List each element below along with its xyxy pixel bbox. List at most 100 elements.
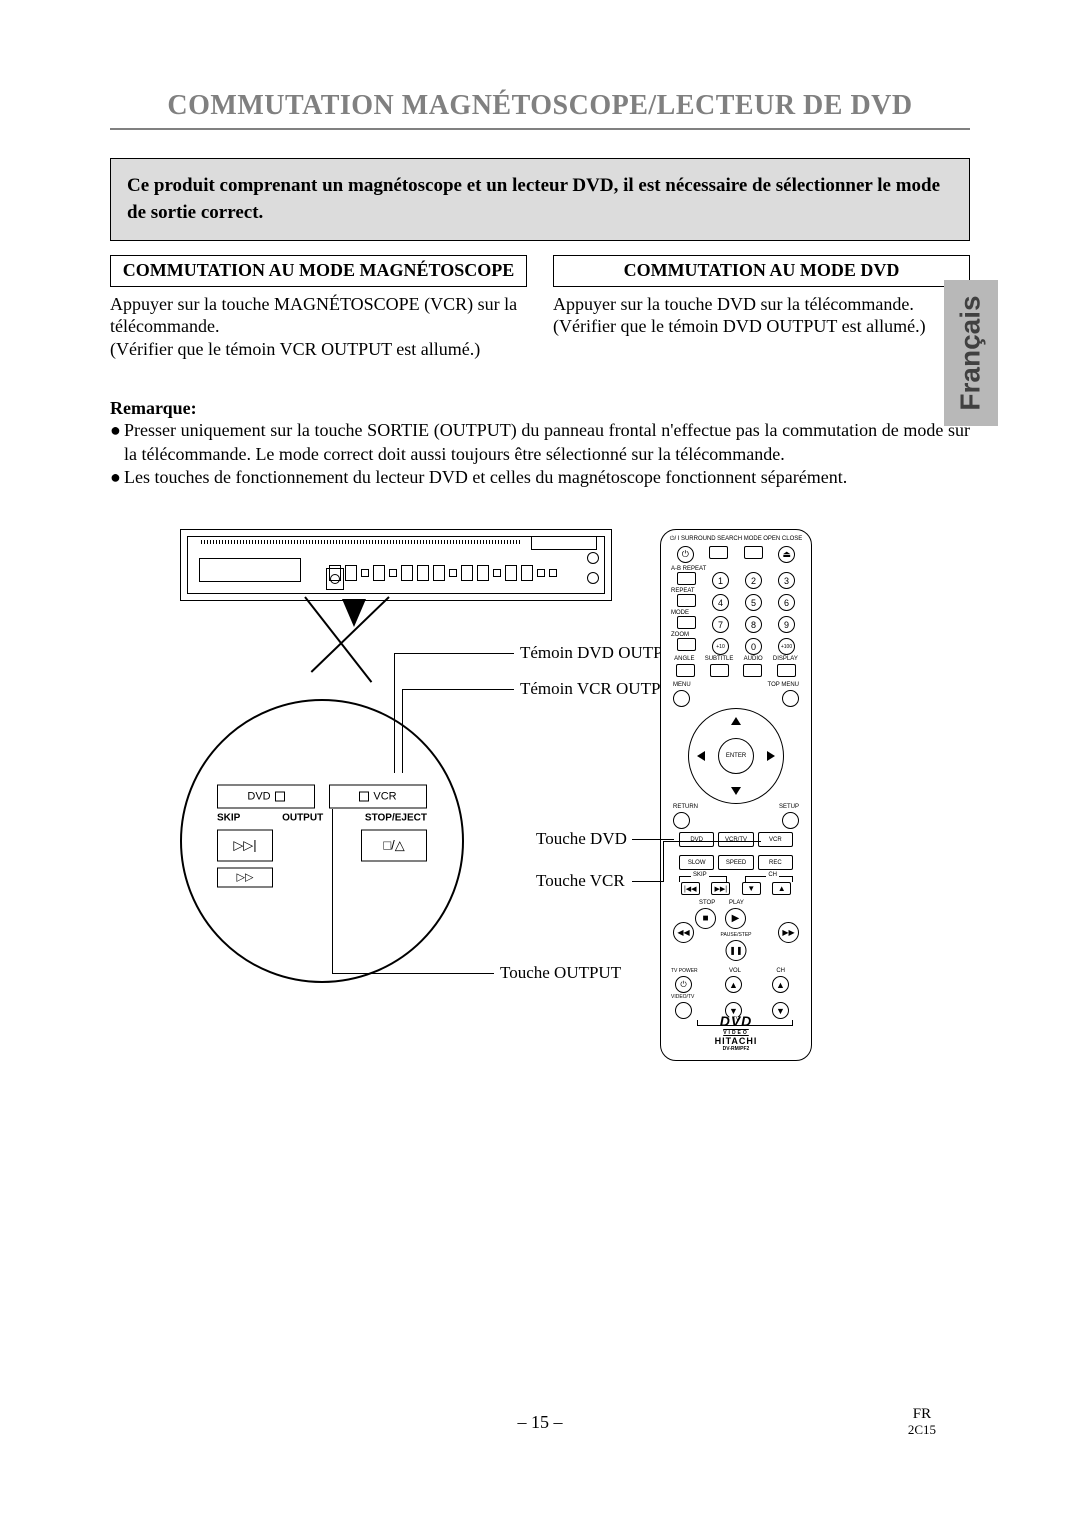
dvd-label: DVD: [247, 790, 270, 802]
col-dvd: COMMUTATION AU MODE DVD Appuyer sur la t…: [553, 255, 970, 360]
skip-button: ▷▷|: [217, 829, 273, 861]
anno-temoin-vcr: Témoin VCR OUTPUT: [520, 679, 683, 699]
open-close-button: ⏏: [778, 546, 795, 563]
pause-label: PAUSE/STEP: [720, 932, 751, 938]
remote-row1-btns: ⏻ ⏏: [661, 546, 811, 563]
device-btn: [449, 569, 457, 577]
skip-label: SKIP: [217, 812, 240, 823]
bullet-2-text: Les touches de fonctionnement du lecteur…: [124, 466, 970, 489]
text-dvd-1: Appuyer sur la touche DVD sur la télécom…: [553, 293, 970, 316]
device-btn: [329, 565, 341, 581]
lbl-audio: AUDIO: [744, 656, 763, 662]
lbl-angle: ANGLE: [674, 656, 694, 662]
zoom-arrow-icon: [342, 599, 366, 627]
device-btn: [389, 569, 397, 577]
r-lbl-open: OPEN CLOSE: [763, 536, 802, 542]
device-display: [531, 536, 597, 550]
diagram-area: DVD VCR SKIP OUTPUT STOP/EJECT ▷▷|: [110, 529, 970, 1089]
lead-line: [402, 689, 514, 690]
footer-right: FR 2C15: [908, 1406, 936, 1437]
output-label: OUTPUT: [282, 812, 323, 823]
device-btn: [345, 565, 357, 581]
dvd-logo: DVD: [661, 1013, 811, 1030]
col-vcr: COMMUTATION AU MODE MAGNÉTOSCOPE Appuyer…: [110, 255, 527, 360]
language-tab-text: Français: [955, 295, 987, 410]
bullet-icon: ●: [110, 466, 124, 489]
lbl-subtitle: SUBTITLE: [705, 656, 734, 662]
vcr-button: VCR: [758, 832, 793, 847]
play-label: PLAY: [729, 900, 744, 906]
device-btn: [433, 565, 445, 581]
manual-page: COMMUTATION MAGNÉTOSCOPE/LECTEUR DE DVD …: [0, 0, 1080, 1527]
dev-row2: SLOW SPEED REC: [679, 855, 793, 870]
text-vcr-2: (Vérifier que le témoin VCR OUTPUT est a…: [110, 338, 527, 361]
next-button: ▶▶|: [711, 882, 730, 895]
device-buttons-r2: SLOW SPEED REC: [679, 855, 793, 870]
heading-dvd: COMMUTATION AU MODE DVD: [553, 255, 970, 287]
nav-left-icon: [697, 751, 705, 761]
ch-up-button: ▲: [772, 882, 791, 895]
device-led-column: [587, 552, 599, 584]
setup-label: SETUP: [779, 804, 799, 810]
num-3: 3: [778, 572, 795, 589]
tvpower-button: ⏻: [675, 976, 692, 993]
num-7: 7: [712, 616, 729, 633]
zoom-button: [677, 638, 696, 651]
remote-logo: DVD VIDEO HITACHI DV-RM/PF2: [661, 1013, 811, 1053]
vcr-output-box: VCR: [329, 784, 427, 808]
lead-line: [632, 881, 664, 882]
ch-label: CH: [766, 872, 779, 878]
device-button-row: [311, 560, 599, 586]
magnifier-circle: DVD VCR SKIP OUTPUT STOP/EJECT ▷▷|: [180, 699, 464, 983]
device-btn: [549, 569, 557, 577]
r-lbl-search: SEARCH MODE: [717, 536, 762, 542]
lead-line: [394, 653, 395, 773]
num-5: 5: [745, 594, 762, 611]
vol-up-button: ▲: [725, 976, 742, 993]
device-led: [587, 572, 599, 584]
led-icon: [275, 791, 285, 801]
intro-box: Ce produit comprenant un magnétoscope et…: [110, 158, 970, 241]
num-9: 9: [778, 616, 795, 633]
bullet-list: ● Presser uniquement sur la touche SORTI…: [110, 419, 970, 489]
return-label: RETURN: [673, 804, 698, 810]
ff-button: ▶▶: [778, 922, 799, 943]
page-title: COMMUTATION MAGNÉTOSCOPE/LECTEUR DE DVD: [110, 90, 970, 130]
lead-line: [402, 689, 403, 773]
stop-eject-label: STOP/EJECT: [365, 812, 427, 823]
nav-ring: ENTER: [688, 708, 784, 804]
page-number: – 15 –: [518, 1412, 563, 1433]
numpad-r2: 4 5 6: [661, 594, 811, 611]
subtitle-button: [710, 664, 729, 677]
num-1: 1: [712, 572, 729, 589]
device-outline: [180, 529, 612, 601]
num-6: 6: [778, 594, 795, 611]
pause-button: ❚❚: [726, 940, 747, 961]
surround-button: [709, 546, 728, 559]
lead-line: [632, 839, 674, 840]
brand-logo: HITACHI: [661, 1036, 811, 1047]
dvd-button: DVD: [679, 832, 714, 847]
ff-button: ▷▷: [217, 867, 273, 887]
num-0: 0: [745, 638, 762, 655]
remote-control: ⏻/ I SURROUND SEARCH MODE OPEN CLOSE ⏻ ⏏…: [660, 529, 812, 1061]
mag-label-row: SKIP OUTPUT STOP/EJECT: [217, 812, 427, 823]
remarque-title: Remarque:: [110, 398, 970, 419]
bullet-icon: ●: [110, 419, 124, 466]
device-btn: [537, 569, 545, 577]
row-angle-labels: ANGLE SUBTITLE AUDIO DISPLAY: [661, 656, 811, 662]
numpad-r1: 1 2 3: [661, 572, 811, 589]
vcrtv-button: VCR/TV: [718, 832, 753, 847]
device-led: [587, 552, 599, 564]
dev-row1: DVD VCR/TV VCR: [679, 832, 793, 847]
menu-label: MENU: [673, 682, 691, 688]
setup-button: [782, 812, 799, 829]
menu-button: [673, 690, 690, 707]
enter-button: ENTER: [718, 738, 754, 774]
ch-down-button: ▼: [742, 882, 761, 895]
bullet-1: ● Presser uniquement sur la touche SORTI…: [110, 419, 970, 466]
device-vent: [201, 540, 521, 544]
language-tab: Français: [944, 280, 998, 426]
ch2-label: CH: [776, 968, 785, 974]
row-angle-btns: [661, 664, 811, 677]
